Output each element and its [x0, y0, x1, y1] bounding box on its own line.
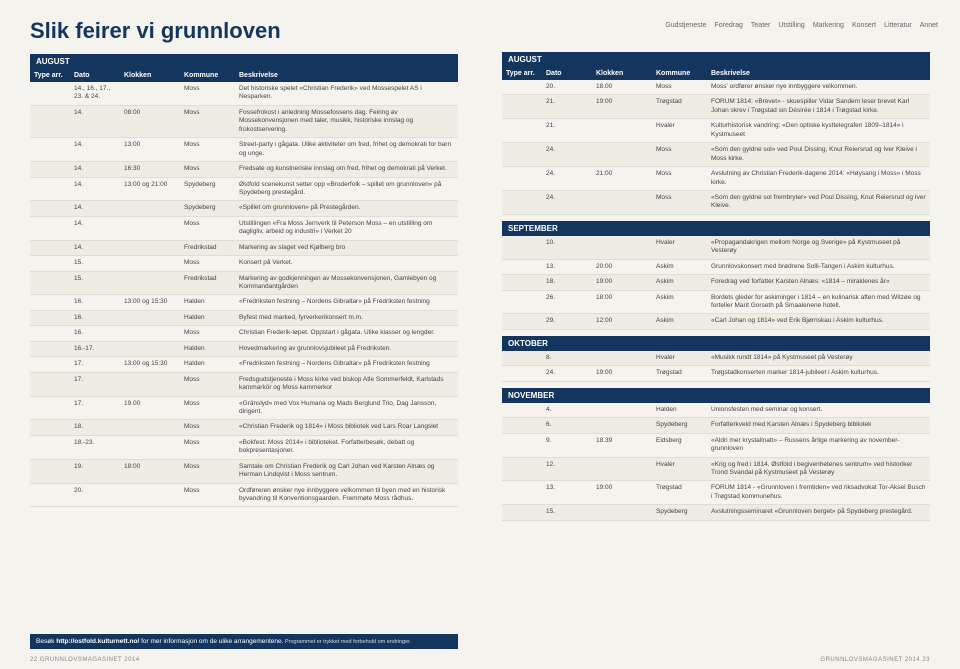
- hdr-type: Type arr.: [30, 72, 70, 79]
- table-row: 14.Spydeberg«Spillet om grunnloven» på P…: [30, 201, 458, 216]
- table-row: 16.MossChristian Frederik-løpet. Oppstar…: [30, 326, 458, 341]
- table-row: 17.13:00 og 15:30Halden«Fredriksten fest…: [30, 357, 458, 372]
- table-row: 14.08:00MossFossefrokost i anledning Mos…: [30, 106, 458, 138]
- month-bar: OKTOBER: [502, 336, 930, 351]
- footer-link[interactable]: http://ostfold.kulturnett.no/: [56, 638, 139, 645]
- table-row: 17.MossFredsgudstjeneste i Moss kirke ve…: [30, 373, 458, 397]
- month-bar: AUGUST: [502, 52, 930, 67]
- category-label: Markering: [813, 22, 844, 29]
- footer-bar: Besøk http://ostfold.kulturnett.no/ for …: [30, 634, 458, 649]
- table-row: 14.13:00MossStreet-party i gågata. Ulike…: [30, 138, 458, 162]
- table-row: 12.Hvaler«Krig og fred i 1814. Østfold i…: [502, 458, 930, 482]
- table-body-left: 14., 16., 17., 23. & 24.MossDet historis…: [30, 82, 458, 507]
- category-label: Utstilling: [778, 22, 804, 29]
- table-row: 18.-23.Moss«Bokfest: Moss 2014» i biblio…: [30, 436, 458, 460]
- month-bar: SEPTEMBER: [502, 221, 930, 236]
- table-row: 19.18:00MossSamtale om Christian Frederi…: [30, 460, 458, 484]
- table-row: 20.MossOrdføreren ønsker nye innbyggere …: [30, 484, 458, 508]
- table-row: 14., 16., 17., 23. & 24.MossDet historis…: [30, 82, 458, 106]
- table-row: 16.13:00 og 15:30Halden«Fredriksten fest…: [30, 295, 458, 310]
- table-row: 13.19:00TrøgstadFORUM 1814 - «Grunnloven…: [502, 481, 930, 505]
- month-bar: NOVEMBER: [502, 388, 930, 403]
- footer-after: for mer informasjon om de ulike arrangem…: [139, 638, 283, 645]
- table-row: 24.Moss«Som den gyldne sol» ved Poul Dis…: [502, 143, 930, 167]
- table-row: 13.20:00AskimGrunnlovskonsert med brødre…: [502, 260, 930, 275]
- table-row: 29.12:00Askim«Carl Johan og 1814» ved Er…: [502, 314, 930, 329]
- page-title: Slik feirer vi grunnloven: [30, 18, 458, 44]
- category-label: Foredrag: [715, 22, 743, 29]
- footer-text: Besøk: [36, 638, 56, 645]
- page-right: Gudstjeneste Foredrag Teater Utstilling Mark…: [480, 0, 960, 669]
- table-row: 24.19:00TrøgstadTrøgstadkonserten marker…: [502, 366, 930, 381]
- table-row: 24.21:00MossAvslutning av Christian Fred…: [502, 167, 930, 191]
- table-row: 10.Hvaler«Propagandakrigen mellom Norge …: [502, 236, 930, 260]
- category-label: Litteratur: [884, 22, 912, 29]
- hdr-klokken: Klokken: [120, 72, 180, 79]
- table-header-right: Type arr.DatoKlokkenKommuneBeskrivelse: [502, 67, 930, 80]
- table-row: 4.HaldenUnionsfesten med seminar og kons…: [502, 403, 930, 418]
- category-label: Konsert: [852, 22, 876, 29]
- table-row: 14.13:00 og 21:00SpydebergØstfold scenek…: [30, 178, 458, 202]
- table-row: 6.SpydebergForfatterkveld med Karsten Al…: [502, 418, 930, 433]
- category-label: Gudstjeneste: [665, 22, 706, 29]
- table-row: 21.19:00TrøgstadFORUM 1814: «Brevet» - s…: [502, 95, 930, 119]
- table-row: 16.-17.HaldenHovedmarkering av grunnlovs…: [30, 342, 458, 357]
- table-row: 21.HvalerKulturhistorisk vandring: «Den …: [502, 119, 930, 143]
- page-number-right: GRUNNLOVSMAGASINET 2014 23: [820, 657, 930, 663]
- month-august-left: AUGUST: [30, 54, 458, 69]
- hdr-beskr: Beskrivelse: [235, 72, 458, 79]
- table-row: 18.Moss«Christian Frederik og 1814» i Mo…: [30, 420, 458, 435]
- page-number-left: 22 GRUNNLOVSMAGASINET 2014: [30, 657, 140, 663]
- table-row: 16.HaldenByfest med marked, fyrverkeriko…: [30, 311, 458, 326]
- hdr-kommune: Kommune: [180, 72, 235, 79]
- footer-small: Programmet er trykket med forbehold om e…: [283, 639, 411, 645]
- table-row: 18.19:00AskimForedrag ved forfatter Kars…: [502, 275, 930, 290]
- table-row: 15.SpydebergAvslutningsseminaret «Grunnl…: [502, 505, 930, 520]
- table-row: 15.MossKonsert på Verket.: [30, 256, 458, 271]
- table-row: 14.FredrikstadMarkering av slaget ved Kj…: [30, 241, 458, 256]
- category-label: Annet: [920, 22, 938, 29]
- category-label: Teater: [751, 22, 770, 29]
- page-left: Slik feirer vi grunnloven AUGUST Type ar…: [0, 0, 480, 669]
- table-row: 14.MossUtstillingen «Fra Moss Jernverk t…: [30, 217, 458, 241]
- table-header-left: Type arr. Dato Klokken Kommune Beskrivel…: [30, 69, 458, 82]
- right-content: AUGUSTType arr.DatoKlokkenKommuneBeskriv…: [502, 52, 930, 521]
- table-row: 8.Hvaler«Musikk rundt 1814» på Kystmusee…: [502, 351, 930, 366]
- table-row: 15.FredrikstadMarkering av godkjenningen…: [30, 272, 458, 296]
- category-legend: Gudstjeneste Foredrag Teater Utstilling Mark…: [657, 22, 938, 29]
- table-row: 17.19.00Moss«Gränslyd» med Vox Humana og…: [30, 397, 458, 421]
- table-row: 20.18.00MossMoss' ordfører ønsker nye in…: [502, 80, 930, 95]
- table-row: 9.18.39Eidsberg«Aldri mer krystallnatt» …: [502, 434, 930, 458]
- hdr-dato: Dato: [70, 72, 120, 79]
- table-row: 14.16:30MossFredsate og kunstneriske inn…: [30, 162, 458, 177]
- table-row: 26.18:00AskimBordets gleder for askiming…: [502, 291, 930, 315]
- table-row: 24.Moss«Som den gyldne sol frembryter» v…: [502, 191, 930, 215]
